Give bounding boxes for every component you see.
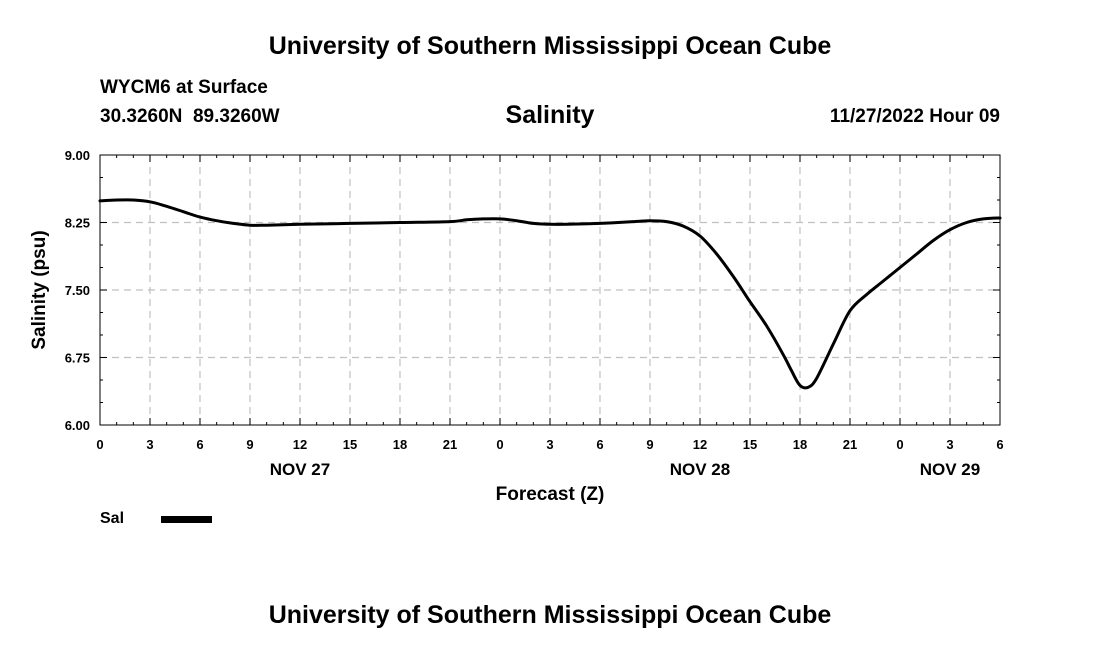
- x-tick-label: 9: [246, 437, 253, 452]
- x-tick-label: 6: [996, 437, 1003, 452]
- x-tick-label: 0: [496, 437, 503, 452]
- x-tick-label: 3: [546, 437, 553, 452]
- day-label: NOV 28: [670, 460, 730, 479]
- tick-labels: 0 3 6 9 12 15 18 21 0 3 6 9 12 15 18 21 0 3 6 6.00 6.75 7.50 8…: [65, 148, 1004, 479]
- y-axis-label: Salinity (psu): [29, 230, 50, 349]
- x-tick-label: 15: [343, 437, 357, 452]
- x-tick-label: 6: [196, 437, 203, 452]
- x-tick-label: 18: [793, 437, 807, 452]
- legend-label: Sal: [100, 510, 125, 527]
- station-coordinates: 30.3260N 89.3260W: [100, 106, 280, 127]
- forecast-datetime: 11/27/2022 Hour 09: [829, 106, 1000, 127]
- y-tick-label: 6.75: [65, 351, 90, 366]
- chart-title: Salinity: [505, 101, 595, 129]
- plot-frame: [99, 154, 1001, 426]
- x-tick-label: 9: [646, 437, 653, 452]
- x-tick-label: 3: [946, 437, 953, 452]
- x-tick-label: 0: [896, 437, 903, 452]
- x-tick-label: 6: [596, 437, 603, 452]
- x-tick-label: 21: [843, 437, 857, 452]
- y-tick-label: 6.00: [65, 418, 90, 433]
- footer-title: University of Southern Mississippi Ocean…: [268, 601, 832, 629]
- day-label: NOV 29: [920, 460, 980, 479]
- x-tick-label: 12: [693, 437, 707, 452]
- y-tick-label: 8.25: [65, 216, 90, 231]
- page-title: University of Southern Mississippi Ocean…: [268, 32, 832, 60]
- day-label: NOV 27: [270, 460, 330, 479]
- x-axis-label: Forecast (Z): [496, 484, 605, 505]
- grid-lines: [100, 155, 1000, 425]
- legend-swatch: [161, 516, 212, 523]
- x-tick-label: 21: [443, 437, 457, 452]
- y-tick-label: 9.00: [65, 148, 90, 163]
- x-tick-label: 18: [393, 437, 407, 452]
- x-tick-label: 3: [146, 437, 153, 452]
- station-label: WYCM6 at Surface: [100, 77, 268, 98]
- y-tick-label: 7.50: [65, 283, 90, 298]
- salinity-series-line: [98, 198, 1002, 390]
- x-tick-label: 0: [96, 437, 103, 452]
- x-tick-label: 15: [743, 437, 757, 452]
- x-tick-label: 12: [293, 437, 307, 452]
